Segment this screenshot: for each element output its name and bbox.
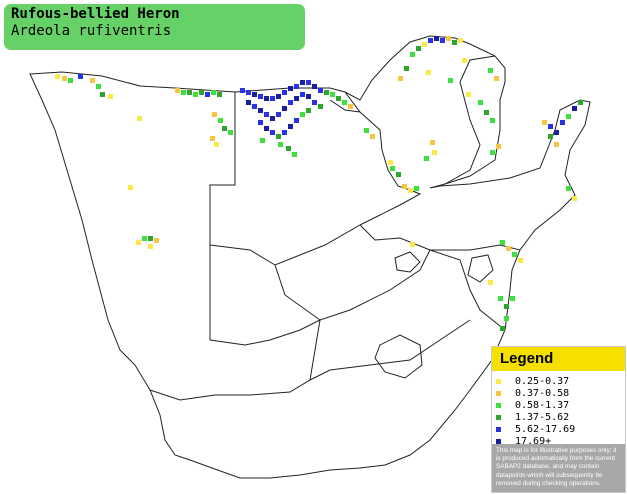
species-scientific-name: Ardeola rufiventris: [11, 23, 172, 39]
legend-label: 0.37-0.58: [515, 387, 570, 399]
legend-heading: Legend: [492, 347, 625, 371]
title-panel: Rufous-bellied Heron Ardeola rufiventris: [4, 4, 305, 50]
legend-item: 0.58-1.37: [496, 399, 625, 411]
zimbabwe-mozambique-border: [444, 55, 496, 185]
eswatini: [467, 254, 494, 283]
legend-swatch: [496, 438, 501, 444]
legend-disclaimer: This map is for illustrative purposes on…: [492, 444, 625, 492]
legend-swatch: [496, 426, 501, 432]
caprivi-river: [329, 99, 361, 113]
legend-label: 5.62-17.69: [515, 423, 576, 435]
map-legend: Legend 0.25-0.37 0.37-0.58 0.58-1.37 1.37-5…: [491, 346, 626, 493]
legend-swatch: [496, 390, 501, 396]
legend-list: 0.25-0.37 0.37-0.58 0.58-1.37 1.37-5.62 5.62…: [492, 371, 625, 447]
provinces-central: [274, 249, 431, 321]
legend-label: 0.25-0.37: [515, 375, 570, 387]
south-africa-north-border: [209, 224, 521, 266]
legend-label: 17.69+: [515, 435, 552, 447]
legend-label: 1.37-5.62: [515, 411, 570, 423]
provinces-west: [209, 319, 321, 346]
occurrence-cells: [55, 36, 583, 331]
legend-swatch: [496, 414, 501, 420]
country-borders: [29, 35, 591, 479]
species-common-name: Rufous-bellied Heron: [11, 6, 180, 22]
legend-swatch: [496, 378, 501, 384]
southern-africa-outline: [29, 35, 591, 479]
gauteng: [394, 251, 421, 273]
legend-item: 17.69+: [496, 435, 625, 447]
legend-item: 5.62-17.69: [496, 423, 625, 435]
namibia-botswana-border: [209, 92, 236, 340]
provinces-east: [429, 249, 506, 331]
legend-item: 0.25-0.37: [496, 375, 625, 387]
legend-item: 1.37-5.62: [496, 411, 625, 423]
botswana-east-border: [344, 91, 422, 226]
legend-swatch: [496, 402, 501, 408]
legend-label: 0.58-1.37: [515, 399, 570, 411]
provinces-south-interior: [309, 319, 321, 381]
lesotho: [374, 334, 423, 379]
legend-item: 0.37-0.58: [496, 387, 625, 399]
